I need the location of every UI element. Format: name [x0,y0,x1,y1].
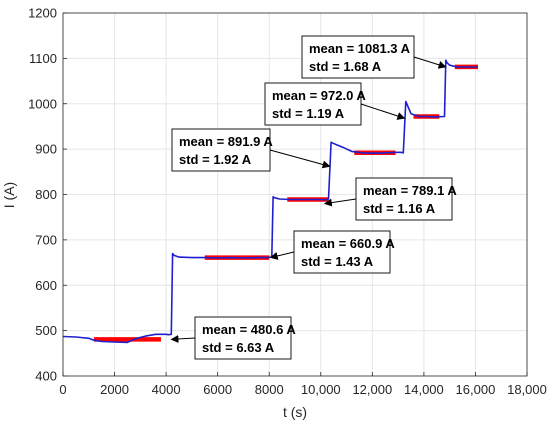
current-series [62,59,478,344]
annotation-std-text: std = 1.43 A [301,254,374,269]
y-tick-label: 1200 [28,6,57,21]
y-tick-label: 700 [35,232,57,247]
y-tick-label: 1000 [28,96,57,111]
annotation-arrow [413,56,447,69]
x-tick-label: 16,000 [456,382,496,397]
x-tick-label: 14,000 [404,382,444,397]
annotation-std-text: std = 1.92 A [179,152,252,167]
x-tick-label: 18,000 [507,382,547,397]
annotation-std-text: std = 1.68 A [309,59,382,74]
y-tick-label: 600 [35,278,57,293]
annotation-box [301,35,415,79]
annotation-box [355,177,453,221]
annotation-mean-text: mean = 789.1 A [363,183,457,198]
y-tick-label: 1100 [29,51,57,66]
x-tick-label: 0 [59,382,66,397]
x-tick-label: 10,000 [301,382,341,397]
annotation-std-text: std = 1.16 A [363,201,436,216]
x-tick-label: 12,000 [352,382,392,397]
x-tick-label: 8000 [255,382,284,397]
annotation-mean-text: mean = 972.0 A [272,88,366,103]
series-line [62,59,478,344]
annotation-box [194,316,292,360]
y-tick-label: 400 [35,369,57,384]
annotation-arrow [269,251,295,260]
annotation-std-text: std = 1.19 A [272,106,345,121]
x-axis-label: t (s) [283,404,307,420]
annotation-mean-text: mean = 660.9 A [301,236,395,251]
annotation-mean-text: mean = 891.9 A [179,134,273,149]
y-tick-label: 800 [35,187,57,202]
x-tick-label: 4000 [152,382,181,397]
annotation-box [171,128,271,172]
annotation-box [293,230,391,274]
annotation-arrow [170,335,196,343]
y-tick-label: 900 [35,142,57,157]
y-axis-label: I (A) [1,182,17,208]
tick-labels: 0 2000 4000 6000 8000 10,000 12,000 14,000 16,00… [28,6,547,398]
annotation-mean-text: mean = 480.6 A [202,322,296,337]
x-tick-label: 6000 [203,382,232,397]
annotation-mean-text: mean = 1081.3 A [309,41,411,56]
annotations: mean = 480.6 A std = 6.63 A mean = 660.9 A… [170,35,457,360]
x-tick-label: 2000 [100,382,129,397]
annotation-box [264,82,362,126]
annotation-arrow [360,103,406,120]
annotation-arrow [323,198,357,207]
annotation-std-text: std = 6.63 A [202,340,275,355]
y-tick-label: 500 [35,323,57,338]
annotation-arrow [269,149,331,169]
